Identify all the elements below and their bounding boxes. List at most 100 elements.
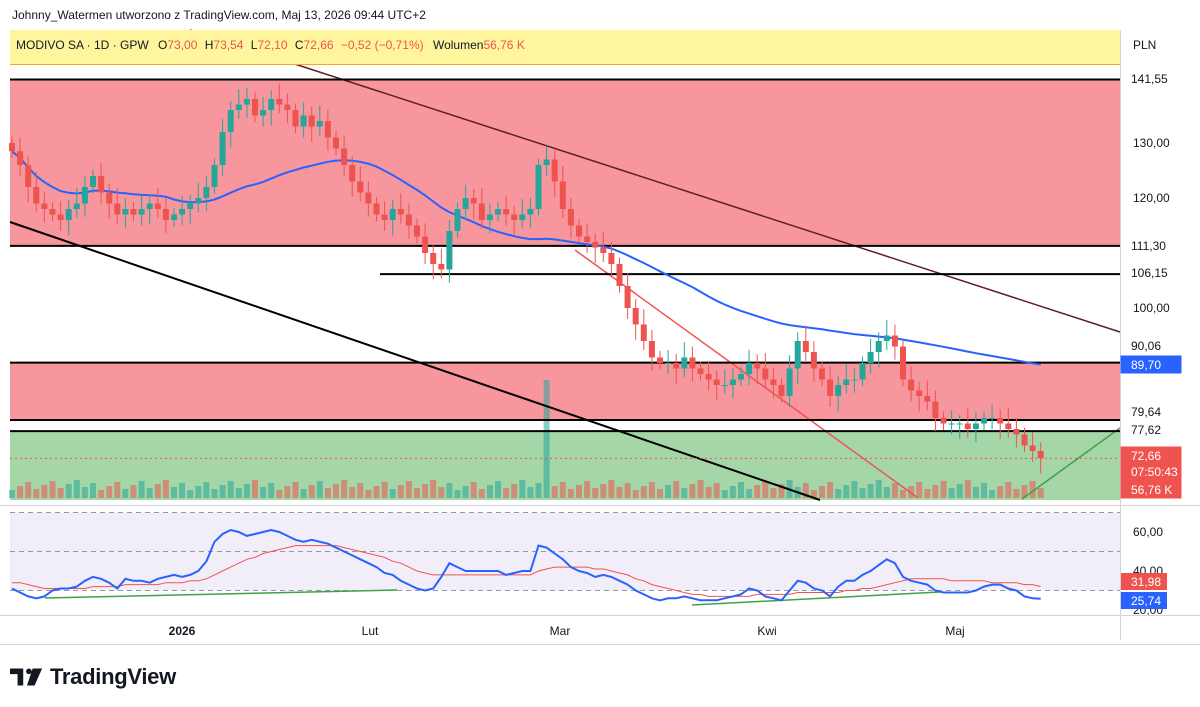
candle-body[interactable] [146, 203, 153, 210]
candle-body[interactable] [41, 203, 48, 210]
candle-body[interactable] [859, 363, 866, 380]
candle-body[interactable] [138, 209, 145, 215]
candle-body[interactable] [721, 385, 728, 386]
candle-body[interactable] [33, 187, 40, 204]
candle-body[interactable] [470, 198, 477, 204]
candle-body[interactable] [786, 368, 793, 397]
candle-body[interactable] [883, 335, 890, 342]
candle-body[interactable] [891, 335, 898, 347]
candle-body[interactable] [1037, 451, 1044, 459]
candle-body[interactable] [381, 214, 388, 221]
candle-body[interactable] [551, 159, 558, 182]
candle-body[interactable] [9, 143, 15, 152]
candle-body[interactable] [454, 209, 461, 231]
candle-body[interactable] [211, 165, 218, 187]
candle-body[interactable] [495, 209, 501, 215]
candle-body[interactable] [316, 121, 323, 127]
candle-body[interactable] [114, 203, 121, 215]
candle-body[interactable] [746, 363, 753, 374]
candle-body[interactable] [195, 198, 202, 204]
candle-body[interactable] [1021, 434, 1028, 446]
candle-body[interactable] [462, 198, 469, 209]
candle-body[interactable] [964, 423, 971, 430]
price-badge[interactable]: 106,15 [1121, 264, 1181, 281]
candle-body[interactable] [875, 341, 882, 352]
candle-body[interactable] [908, 379, 915, 391]
candle-body[interactable] [90, 176, 96, 187]
candle-body[interactable] [981, 418, 987, 424]
price-badge[interactable]: 77,62 [1121, 421, 1181, 438]
rsi-line[interactable] [11, 528, 1041, 602]
candle-body[interactable] [948, 423, 955, 425]
candle-body[interactable] [851, 379, 858, 381]
candle-body[interactable] [778, 385, 785, 396]
candle-body[interactable] [940, 418, 947, 424]
candle-body[interactable] [243, 99, 250, 105]
candle-body[interactable] [762, 368, 769, 380]
candle-body[interactable] [559, 181, 566, 210]
price-badge[interactable]: 111,30 [1121, 237, 1181, 254]
candle-body[interactable] [535, 165, 542, 209]
candle-body[interactable] [341, 148, 348, 166]
candle-body[interactable] [179, 209, 186, 215]
candle-body[interactable] [665, 363, 672, 364]
candle-body[interactable] [770, 379, 777, 386]
descending-trendline-lower[interactable] [9, 221, 821, 501]
candle-body[interactable] [997, 418, 1004, 424]
candle-body[interactable] [57, 214, 64, 221]
candle-body[interactable] [527, 209, 534, 215]
candle-body[interactable] [162, 209, 169, 220]
candle-body[interactable] [300, 115, 307, 127]
price-badge[interactable]: 89,70 [1120, 355, 1182, 374]
candle-body[interactable] [252, 99, 258, 116]
candle-body[interactable] [1005, 423, 1012, 430]
candle-body[interactable] [543, 159, 550, 166]
candle-body[interactable] [843, 379, 850, 386]
candle-body[interactable] [98, 176, 105, 193]
candle-body[interactable] [956, 423, 963, 425]
candle-body[interactable] [187, 203, 194, 210]
candle-body[interactable] [705, 374, 712, 380]
candle-body[interactable] [673, 363, 680, 369]
candle-body[interactable] [932, 401, 939, 419]
candle-body[interactable] [438, 264, 445, 270]
candle-body[interactable] [827, 379, 834, 397]
candle-body[interactable] [576, 225, 582, 237]
candle-body[interactable] [308, 115, 315, 127]
candle-body[interactable] [478, 203, 485, 221]
candle-body[interactable] [130, 209, 137, 215]
candle-body[interactable] [1029, 445, 1036, 452]
candle-body[interactable] [389, 209, 396, 220]
price-badge[interactable]: 72,66 [1120, 446, 1182, 465]
candle-body[interactable] [608, 253, 615, 264]
ascending-trendline-green[interactable] [1021, 427, 1121, 500]
candle-body[interactable] [171, 214, 177, 221]
candle-body[interactable] [916, 390, 923, 397]
candle-body[interactable] [357, 181, 364, 193]
candle-body[interactable] [81, 187, 88, 204]
candle-body[interactable] [900, 346, 906, 380]
candle-body[interactable] [640, 324, 647, 342]
candle-body[interactable] [349, 165, 356, 182]
candle-body[interactable] [414, 225, 420, 237]
candle-body[interactable] [584, 236, 591, 243]
candle-body[interactable] [430, 253, 437, 264]
candle-body[interactable] [924, 396, 931, 402]
candle-body[interactable] [810, 352, 817, 369]
candle-body[interactable] [268, 99, 275, 110]
price-badge[interactable]: 07:50:43 [1120, 462, 1182, 481]
currency-label[interactable]: PLN [1133, 38, 1156, 52]
price-badge[interactable]: 90,06 [1121, 337, 1181, 354]
candle-body[interactable] [227, 110, 234, 132]
candle-body[interactable] [592, 242, 599, 248]
candle-body[interactable] [632, 308, 639, 325]
candle-body[interactable] [373, 203, 380, 215]
price-badge[interactable]: 56,76 K [1120, 480, 1182, 499]
rsi-badge[interactable]: 31,98 [1121, 573, 1167, 590]
candle-body[interactable] [754, 363, 761, 369]
rsi-ma-line[interactable] [12, 545, 1041, 597]
candle-body[interactable] [867, 352, 874, 363]
candle-body[interactable] [713, 379, 720, 386]
candle-body[interactable] [681, 357, 688, 369]
